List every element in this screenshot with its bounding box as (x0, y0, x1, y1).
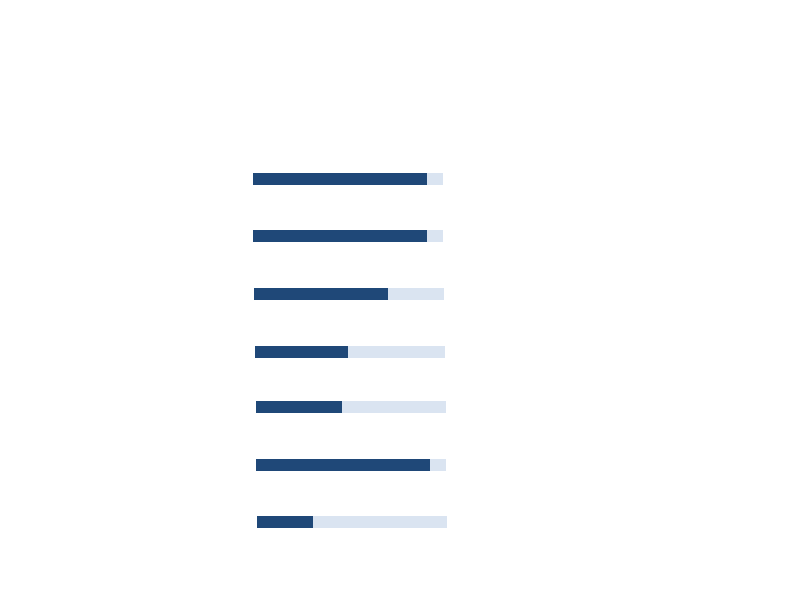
progress-bar-fill (255, 346, 348, 358)
progress-bar-fill (253, 230, 428, 242)
progress-bar-5 (256, 401, 446, 413)
progress-bar-6 (256, 459, 446, 471)
progress-bar-fill (256, 401, 343, 413)
progress-bar-fill (254, 288, 388, 300)
progress-bar-4 (255, 346, 445, 358)
progress-bar-fill (253, 173, 428, 185)
progress-bar-fill (257, 516, 314, 528)
progress-bar-2 (253, 230, 443, 242)
progress-bar-3 (254, 288, 444, 300)
progress-bar-7 (257, 516, 447, 528)
progress-bar-fill (256, 459, 431, 471)
progress-bar-1 (253, 173, 443, 185)
